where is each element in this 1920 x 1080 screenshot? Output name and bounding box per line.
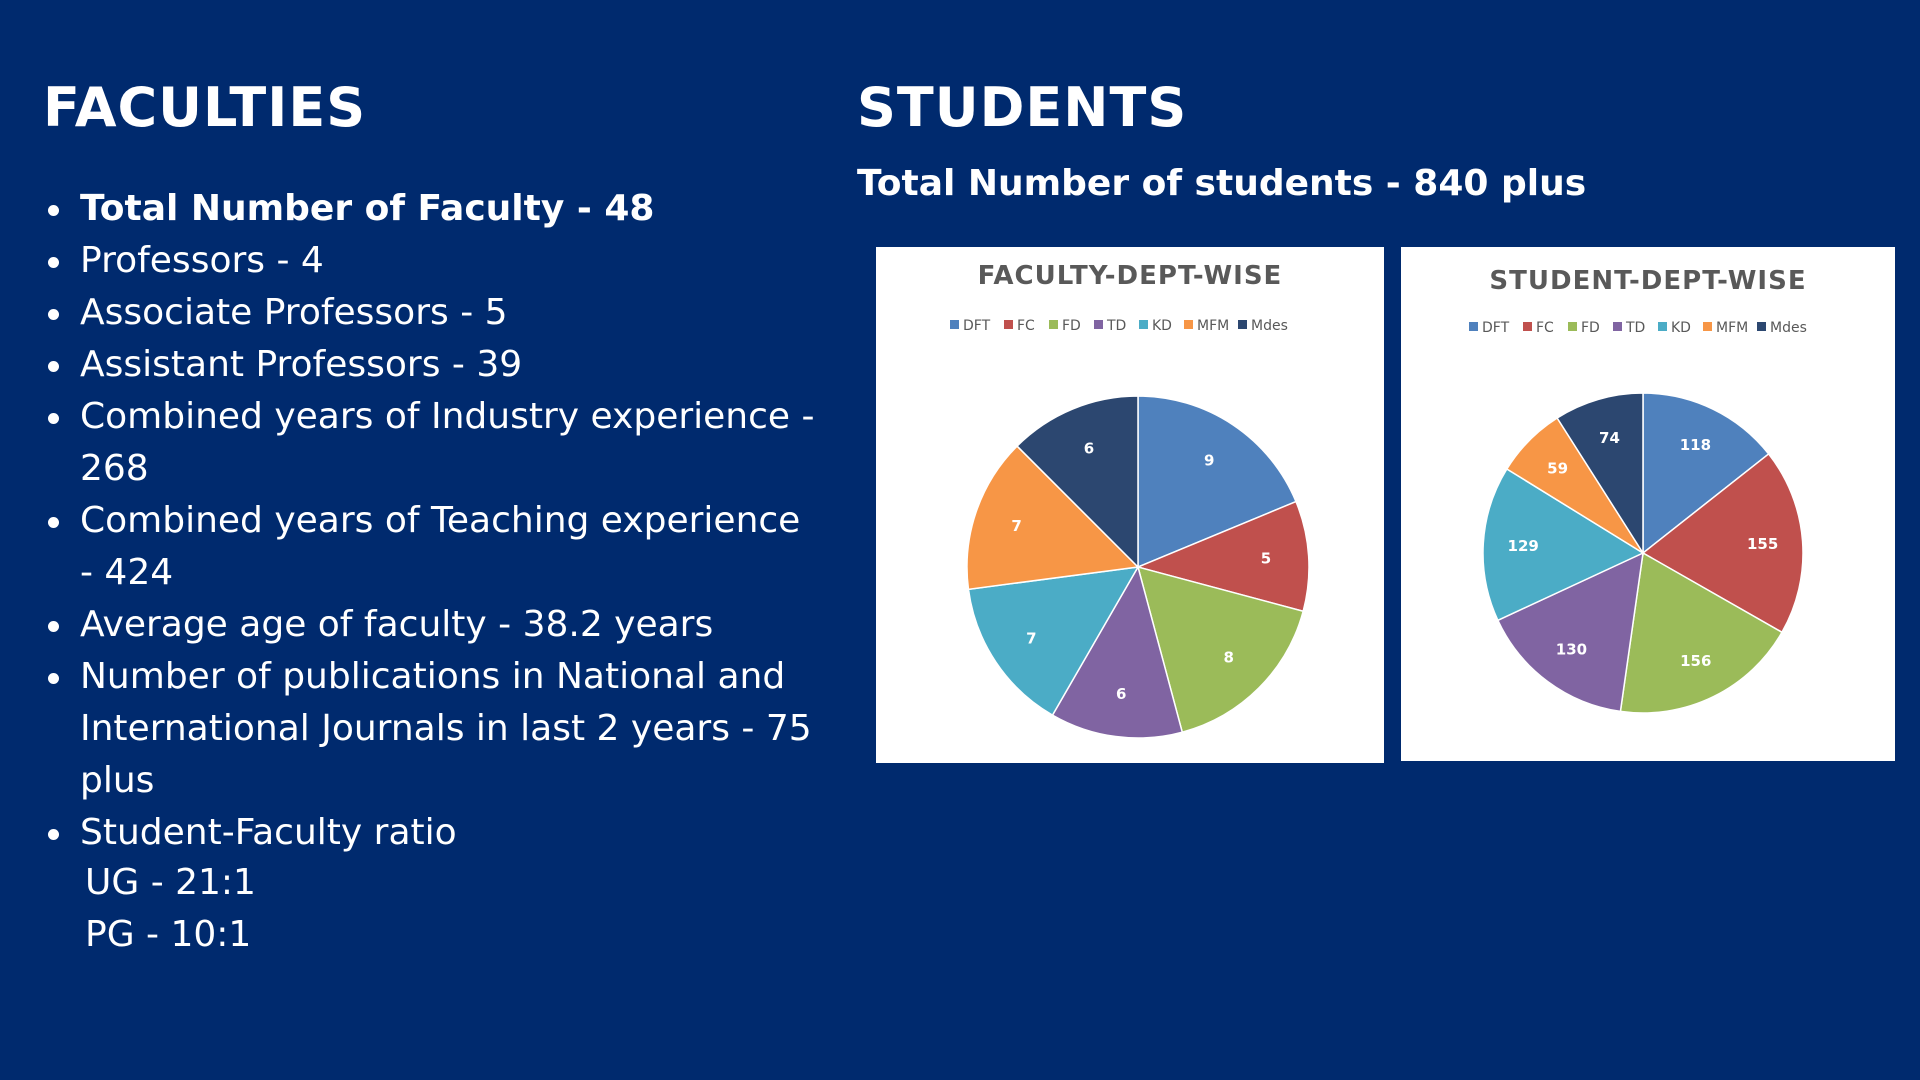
legend-label: FD [1062, 318, 1081, 334]
faculty-stat-item: Total Number of Faculty - 48 [43, 183, 823, 235]
legend-item: TD [1094, 318, 1126, 334]
students-total: Total Number of students - 840 plus [857, 163, 1587, 204]
legend-swatch [1568, 322, 1577, 331]
legend-label: FC [1017, 318, 1035, 334]
legend-item: DFT [950, 318, 991, 334]
faculty-stat-item: Combined years of Teaching experience - … [43, 495, 823, 599]
legend-item: MFM [1703, 320, 1748, 336]
legend-label: DFT [963, 318, 991, 334]
chart-title: FACULTY-DEPT-WISE [978, 261, 1283, 291]
legend-swatch [950, 320, 959, 329]
data-label: 7 [1011, 517, 1021, 535]
pie-slice-fc [1135, 500, 1310, 613]
legend-item: MFM [1184, 318, 1229, 334]
faculties-heading: FACULTIES [43, 76, 367, 139]
student-pie-chart: STUDENT-DEPT-WISE DFT FC FD TD KD MFM Mdes 118 15… [1469, 266, 1807, 714]
pie-slice-mfm [966, 445, 1140, 591]
faculty-stat-item: Number of publications in National and I… [43, 651, 823, 807]
pie-slice-fd [1136, 565, 1305, 734]
legend-item: FD [1568, 320, 1600, 336]
legend-label: KD [1152, 318, 1172, 334]
legend-label: TD [1106, 318, 1126, 334]
students-heading: STUDENTS [857, 76, 1188, 139]
ratio-pg: PG - 10:1 [85, 914, 252, 955]
faculty-stat-item: Professors - 4 [43, 235, 823, 287]
legend-swatch [1523, 322, 1532, 331]
faculty-stat-item: Assistant Professors - 39 [43, 339, 823, 391]
faculty-stats-list: Total Number of Faculty - 48 Professors -… [43, 183, 823, 859]
faculty-stat-item: Combined years of Industry experience - … [43, 391, 823, 495]
data-label: 5 [1261, 550, 1271, 568]
chart-title: STUDENT-DEPT-WISE [1489, 266, 1806, 296]
legend-item: FC [1523, 320, 1554, 336]
legend-label: MFM [1716, 320, 1748, 336]
legend-label: Mdes [1251, 318, 1288, 334]
faculty-chart-card: FACULTY-DEPT-WISE DFT FC FD TD KD MFM Mdes 9 5 8 6 7… [876, 247, 1384, 763]
faculty-pie-chart: FACULTY-DEPT-WISE DFT FC FD TD KD MFM Mdes 9 5 8 6 7… [950, 261, 1310, 739]
legend-item: Mdes [1757, 320, 1807, 336]
pie-slice-td [1051, 565, 1184, 739]
legend-item: FD [1049, 318, 1081, 334]
legend-label: KD [1671, 320, 1691, 336]
legend-label: TD [1625, 320, 1645, 336]
legend-label: FC [1536, 320, 1554, 336]
legend-swatch [1139, 320, 1148, 329]
legend-swatch [1094, 320, 1103, 329]
pie-slice-fc [1641, 452, 1804, 634]
legend-item: DFT [1469, 320, 1510, 336]
pie-slice-kd [967, 566, 1140, 717]
legend-swatch [1658, 322, 1667, 331]
ratio-ug: UG - 21:1 [85, 862, 256, 903]
legend-label: Mdes [1770, 320, 1807, 336]
pie-slice-dft [1137, 395, 1297, 569]
pie-slice-td [1496, 551, 1644, 713]
data-label: 7 [1026, 629, 1036, 647]
legend-item: KD [1139, 318, 1172, 334]
legend-swatch [1613, 322, 1622, 331]
legend-swatch [1004, 320, 1013, 329]
legend-label: MFM [1197, 318, 1229, 334]
data-label: 9 [1204, 451, 1214, 469]
student-chart-card: STUDENT-DEPT-WISE DFT FC FD TD KD MFM Mdes 118 15… [1401, 247, 1895, 761]
data-label: 130 [1556, 640, 1587, 658]
data-label: 129 [1508, 537, 1539, 555]
data-label: 155 [1747, 535, 1778, 553]
legend-label: FD [1581, 320, 1600, 336]
legend-label: DFT [1482, 320, 1510, 336]
data-label: 8 [1223, 649, 1233, 667]
data-label: 156 [1680, 652, 1711, 670]
data-label: 6 [1116, 685, 1126, 703]
legend-swatch [1469, 322, 1478, 331]
legend-swatch [1238, 320, 1247, 329]
data-label: 6 [1084, 440, 1094, 458]
legend-item: TD [1613, 320, 1645, 336]
legend-swatch [1757, 322, 1766, 331]
pie-slice-dft [1642, 392, 1770, 555]
data-label: 118 [1680, 436, 1711, 454]
faculty-stat-item: Average age of faculty - 38.2 years [43, 599, 823, 651]
legend-swatch [1184, 320, 1193, 329]
pie-slice-mdes [1016, 395, 1139, 569]
data-label: 74 [1599, 429, 1620, 447]
legend-item: KD [1658, 320, 1691, 336]
pie-slice-mdes [1556, 392, 1644, 556]
faculty-stat-item: Associate Professors - 5 [43, 287, 823, 339]
data-label: 59 [1547, 460, 1568, 478]
legend-item: FC [1004, 318, 1035, 334]
faculty-stat-item: Student-Faculty ratio [43, 807, 823, 859]
pie-slice-fd [1619, 551, 1783, 714]
legend-swatch [1703, 322, 1712, 331]
pie-slice-kd [1482, 467, 1645, 622]
legend-item: Mdes [1238, 318, 1288, 334]
legend-swatch [1049, 320, 1058, 329]
